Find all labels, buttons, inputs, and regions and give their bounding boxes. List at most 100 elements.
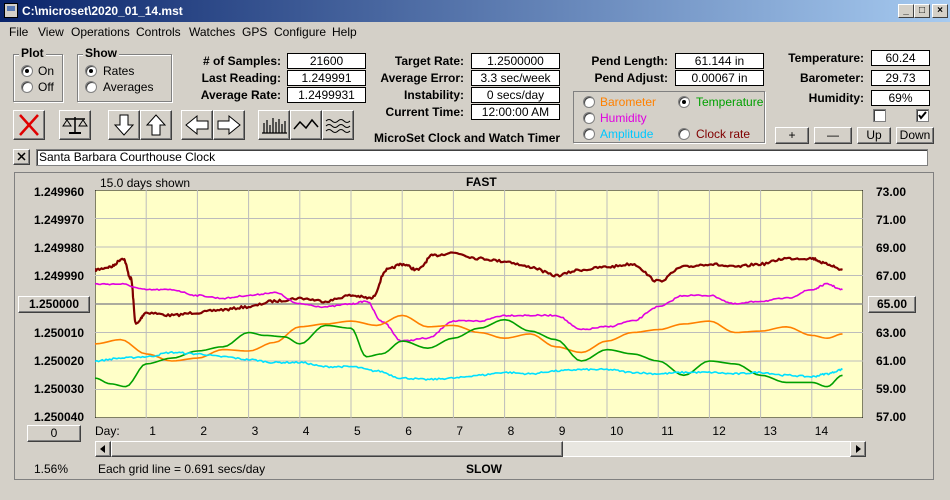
maximize-button[interactable]: □ — [914, 4, 930, 18]
target-rate-field[interactable]: 1.2500000 — [471, 53, 560, 69]
bar-graph-button[interactable] — [258, 110, 290, 140]
x-tick-label: 5 — [354, 424, 361, 438]
barometer-radio[interactable] — [583, 96, 595, 108]
last-reading-label: Last Reading: — [201, 71, 281, 85]
average-error-field: 3.3 sec/week — [471, 70, 560, 86]
y-right-tick: 71.00 — [875, 213, 906, 227]
y-right-tick: 73.00 — [875, 185, 906, 199]
menu-gps[interactable]: GPS — [242, 25, 268, 39]
triangle-right-icon — [856, 445, 861, 453]
x-tick-label: 13 — [763, 424, 777, 438]
option-checkbox-2[interactable] — [916, 109, 929, 122]
y-left-tick: 1.249980 — [33, 241, 84, 255]
minimize-button[interactable]: _ — [898, 4, 914, 18]
scroll-right-arrow[interactable] — [850, 441, 866, 457]
center-value-right-button[interactable]: 65.00 — [868, 296, 916, 313]
x-tick-label: 7 — [456, 424, 464, 438]
barometer-field: 29.73 — [871, 70, 930, 86]
close-icon — [17, 152, 26, 161]
bottom-left-button[interactable]: 0 — [27, 425, 81, 442]
slow-label: SLOW — [466, 462, 502, 476]
scroll-thumb[interactable] — [111, 441, 563, 457]
smooth-graph-button[interactable] — [322, 110, 354, 140]
plot-off-radio[interactable] — [21, 81, 33, 93]
barometer-label: Barometer: — [799, 71, 864, 85]
x-tick-label: 9 — [558, 424, 566, 438]
y-left-tick: 1.250040 — [33, 410, 84, 424]
menu-bar: File View Operations Controls Watches GP… — [0, 22, 950, 41]
balance-button[interactable] — [59, 110, 91, 140]
menu-operations[interactable]: Operations — [71, 25, 130, 39]
title-bar: C:\microset\2020_01_14.mst _ □ × — [0, 0, 950, 22]
checkmark-icon — [918, 111, 927, 120]
close-x-icon — [19, 114, 39, 136]
bar-graph-icon — [262, 118, 287, 134]
close-button[interactable]: × — [932, 4, 948, 18]
scroll-left-arrow[interactable] — [95, 441, 111, 457]
clear-button[interactable] — [13, 110, 45, 140]
app-icon — [4, 3, 18, 18]
plus-button[interactable]: + — [775, 127, 809, 144]
show-rates-label: Rates — [103, 64, 135, 78]
line-graph-button[interactable] — [290, 110, 322, 140]
clock-rate-radio-label: Clock rate — [696, 127, 751, 141]
humidity-field: 69% — [871, 90, 930, 106]
plot-on-radio[interactable] — [21, 65, 33, 77]
app-caption: MicroSet Clock and Watch Timer — [374, 131, 561, 145]
up-button[interactable]: Up — [857, 127, 891, 144]
y-left-tick: 1.250030 — [33, 382, 84, 396]
arrow-up-icon — [145, 114, 167, 136]
temperature-radio[interactable] — [678, 96, 690, 108]
plot-group — [13, 54, 63, 102]
pend-length-field[interactable]: 61.144 in — [675, 53, 764, 69]
show-averages-radio[interactable] — [85, 81, 97, 93]
scroll-up-button[interactable] — [140, 110, 172, 140]
amplitude-radio[interactable] — [583, 128, 595, 140]
humidity-radio[interactable] — [583, 112, 595, 124]
menu-configure[interactable]: Configure — [274, 25, 327, 39]
menu-help[interactable]: Help — [332, 25, 357, 39]
x-tick-label: 2 — [200, 424, 208, 438]
clock-name-input[interactable]: Santa Barbara Courthouse Clock — [36, 149, 928, 166]
x-tick-label: 6 — [405, 424, 412, 438]
show-group — [77, 54, 172, 102]
pend-adjust-field[interactable]: 0.00067 in — [675, 70, 764, 86]
series-line-humidity — [95, 282, 843, 343]
percent-label: 1.56% — [34, 462, 69, 476]
option-checkbox-1[interactable] — [873, 109, 886, 122]
chart-panel — [14, 172, 934, 480]
scroll-down-button[interactable] — [108, 110, 140, 140]
menu-controls[interactable]: Controls — [136, 25, 181, 39]
grid-note-label: Each grid line = 0.691 secs/day — [98, 462, 266, 476]
y-right-tick: 57.00 — [875, 410, 906, 424]
x-axis-label: Day: — [95, 424, 120, 438]
y-right-tick: 67.00 — [875, 269, 906, 283]
down-button[interactable]: Down — [896, 127, 934, 144]
clock-rate-radio[interactable] — [678, 128, 690, 140]
plot-off-label: Off — [38, 80, 54, 94]
line-graph-icon — [293, 118, 319, 130]
menu-view[interactable]: View — [38, 25, 64, 39]
show-group-label: Show — [83, 46, 119, 60]
instability-label: Instability: — [403, 88, 464, 102]
temperature-label: Temperature: — [788, 51, 864, 65]
scroll-right-button[interactable] — [213, 110, 245, 140]
chart-series — [95, 251, 843, 388]
clock-name-clear-button[interactable] — [13, 149, 30, 165]
barometer-radio-label: Barometer — [600, 95, 657, 109]
x-tick-label: 14 — [814, 424, 829, 438]
samples-label: # of Samples: — [202, 54, 281, 68]
center-value-left-button[interactable]: 1.250000 — [18, 296, 90, 313]
scroll-left-button[interactable] — [181, 110, 213, 140]
arrow-right-icon — [217, 114, 241, 136]
minus-button[interactable]: — — [814, 127, 852, 144]
samples-field: 21600 — [287, 53, 366, 69]
series-line-barometer — [95, 314, 843, 362]
menu-file[interactable]: File — [9, 25, 29, 39]
menu-watches[interactable]: Watches — [189, 25, 236, 39]
amplitude-radio-label: Amplitude — [600, 127, 654, 141]
show-rates-radio[interactable] — [85, 65, 97, 77]
y-right-tick: 63.00 — [875, 326, 906, 340]
pend-adjust-label: Pend Adjust: — [594, 71, 668, 85]
y-left-tick: 1.249970 — [33, 213, 84, 227]
